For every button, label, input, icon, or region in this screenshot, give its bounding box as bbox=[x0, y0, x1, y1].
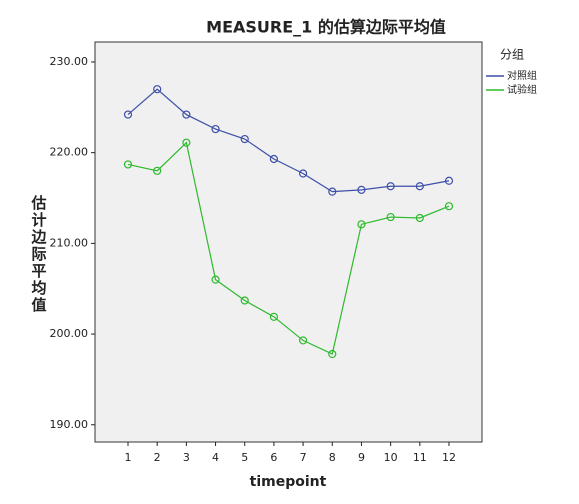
data-point bbox=[386, 212, 395, 222]
data-point bbox=[153, 85, 162, 94]
data-point bbox=[240, 296, 249, 305]
x-tick-label: 6 bbox=[270, 451, 277, 464]
y-tick-label: 230.00 bbox=[50, 55, 89, 68]
data-point bbox=[386, 182, 395, 191]
data-point bbox=[444, 176, 454, 185]
data-point bbox=[444, 202, 454, 211]
series-line bbox=[127, 141, 450, 355]
series-line bbox=[127, 88, 450, 193]
data-point bbox=[328, 349, 337, 359]
data-point bbox=[123, 110, 133, 119]
y-tick-label: 200.00 bbox=[50, 327, 89, 340]
x-tick-label: 7 bbox=[300, 451, 307, 464]
legend-label: 试验组 bbox=[507, 83, 537, 96]
chart-title: MEASURE_1 的估算边际平均值 bbox=[206, 18, 446, 37]
data-point bbox=[357, 185, 366, 194]
data-point bbox=[269, 154, 279, 164]
x-axis-label: timepoint bbox=[250, 474, 327, 490]
data-point bbox=[328, 187, 337, 196]
x-tick-label: 11 bbox=[413, 451, 427, 464]
data-point bbox=[211, 124, 220, 134]
legend-label: 对照组 bbox=[507, 69, 537, 82]
data-point bbox=[298, 336, 308, 345]
x-tick-label: 10 bbox=[384, 451, 398, 464]
y-tick-label: 220.00 bbox=[50, 146, 89, 159]
x-tick-label: 9 bbox=[358, 451, 365, 464]
data-point bbox=[153, 166, 162, 175]
y-tick-label: 190.00 bbox=[50, 418, 89, 431]
x-tick-label: 2 bbox=[154, 451, 161, 464]
legend-title: 分组 bbox=[500, 48, 524, 62]
x-tick-label: 8 bbox=[329, 451, 336, 464]
data-point bbox=[182, 110, 191, 119]
data-point bbox=[182, 138, 191, 147]
data-point bbox=[269, 312, 279, 321]
x-tick-label: 5 bbox=[241, 451, 248, 464]
x-tick-label: 3 bbox=[183, 451, 190, 464]
data-point bbox=[415, 182, 424, 191]
y-axis-label: 估计边际平均值 bbox=[30, 194, 48, 314]
x-tick-label: 4 bbox=[212, 451, 219, 464]
x-tick-label: 1 bbox=[125, 451, 132, 464]
data-point bbox=[240, 134, 249, 144]
data-point bbox=[211, 275, 220, 284]
data-point bbox=[298, 169, 308, 178]
x-tick-label: 12 bbox=[442, 451, 456, 464]
data-point bbox=[357, 220, 366, 229]
plot-area bbox=[94, 41, 483, 443]
data-point bbox=[123, 160, 133, 169]
data-point bbox=[415, 213, 424, 223]
y-tick-label: 210.00 bbox=[50, 236, 89, 249]
